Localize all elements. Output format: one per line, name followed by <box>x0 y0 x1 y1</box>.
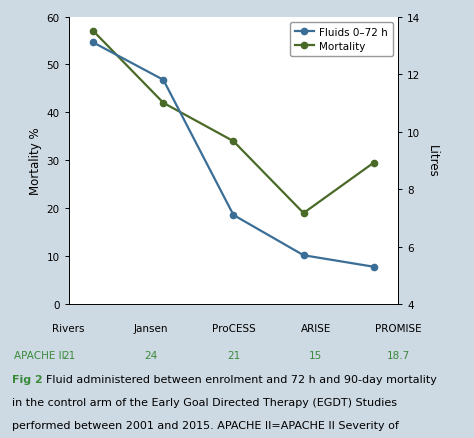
Text: ProCESS: ProCESS <box>211 323 255 333</box>
Y-axis label: Mortality %: Mortality % <box>29 127 42 195</box>
Text: Jansen: Jansen <box>134 323 168 333</box>
Text: Fig 2: Fig 2 <box>12 374 43 385</box>
Text: performed between 2001 and 2015. APACHE II=APACHE II Severity of: performed between 2001 and 2015. APACHE … <box>12 420 399 430</box>
Text: ARISE: ARISE <box>301 323 331 333</box>
Text: PROMISE: PROMISE <box>375 323 421 333</box>
Text: 18.7: 18.7 <box>386 350 410 360</box>
Y-axis label: Litres: Litres <box>426 145 438 177</box>
Text: 15: 15 <box>309 350 322 360</box>
Text: 21: 21 <box>227 350 240 360</box>
Text: APACHE II: APACHE II <box>14 350 65 360</box>
Legend: Fluids 0–72 h, Mortality: Fluids 0–72 h, Mortality <box>290 23 393 57</box>
Text: Rivers: Rivers <box>53 323 85 333</box>
Text: Fluid administered between enrolment and 72 h and 90-day mortality: Fluid administered between enrolment and… <box>46 374 438 385</box>
Text: 21: 21 <box>62 350 75 360</box>
Text: in the control arm of the Early Goal Directed Therapy (EGDT) Studies: in the control arm of the Early Goal Dir… <box>12 397 397 407</box>
Text: 24: 24 <box>145 350 158 360</box>
